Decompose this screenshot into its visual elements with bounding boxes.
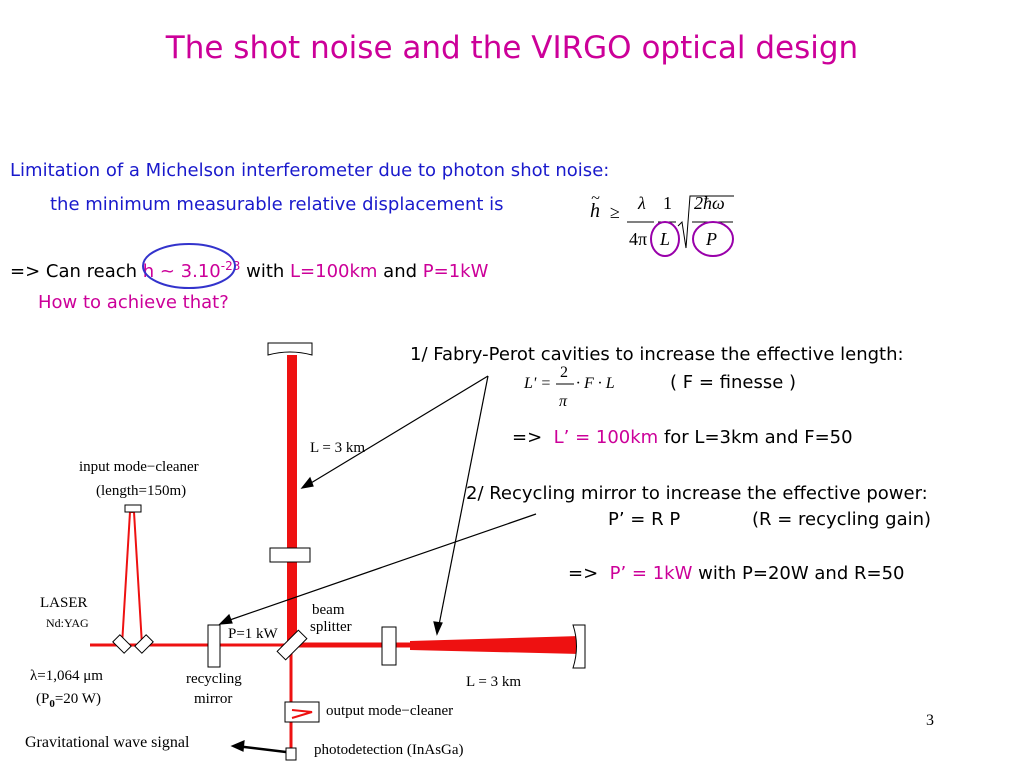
formula-num3: 2ħω — [694, 193, 725, 213]
north-end-mirror — [267, 342, 313, 356]
formula-h-lhs: h — [590, 200, 600, 223]
intro-line-2: the minimum measurable relative displace… — [50, 194, 504, 215]
point1-formula-lhs: L' = — [524, 375, 552, 392]
point1-heading: 1/ Fabry-Perot cavities to increase the … — [410, 344, 904, 365]
label-p0-sub: 0 — [49, 698, 55, 710]
optics — [112, 342, 586, 761]
formula-h-strokes — [142, 195, 734, 289]
point1-finesse: ( F = finesse ) — [670, 372, 797, 393]
label-beam-2: splitter — [310, 619, 352, 635]
label-p0-rest: =20 W) — [54, 691, 101, 707]
formula-den1: 4π — [629, 229, 648, 249]
reach-with: with — [240, 261, 291, 282]
north-input-mirror — [269, 547, 311, 563]
point1-result: => L’ = 100km for L=3km and F=50 — [512, 427, 853, 448]
beam-mode-cleaner — [121, 511, 143, 646]
label-gw-signal: Gravitational wave signal — [25, 734, 190, 751]
recycling-mirror — [207, 624, 221, 668]
point1-formula-num: 2 — [560, 364, 568, 381]
east-input-mirror — [381, 626, 397, 666]
page-number: 3 — [926, 712, 934, 729]
reach-L: L=100km — [290, 261, 378, 282]
beam-splitter — [276, 629, 308, 661]
slide-title: The shot noise and the VIRGO optical des… — [165, 30, 859, 66]
photodetector — [285, 747, 297, 761]
label-beam-1: beam — [312, 602, 345, 618]
label-recycling-1: recycling — [186, 671, 242, 687]
formula-num2: 1 — [663, 193, 672, 213]
label-wavelength: λ=1,064 μm — [30, 668, 103, 684]
reach-P: P=1kW — [422, 261, 489, 282]
mc-mirror-left — [112, 634, 132, 654]
point2-heading: 2/ Recycling mirror to increase the effe… — [466, 483, 928, 504]
omc-beam — [291, 709, 313, 719]
reach-h: h ~ 3.10 — [142, 261, 221, 282]
mc-end-mirror — [124, 504, 142, 513]
point2-relation: P’ = R P — [608, 509, 681, 530]
point2-result-rest: with P=20W and R=50 — [692, 563, 905, 584]
formula-h-tilde: ~ — [591, 190, 600, 207]
point2-arrow: => — [568, 563, 599, 584]
label-p0-open: (P — [36, 691, 50, 707]
formula-den2: L — [660, 229, 671, 249]
intro-line-1: Limitation of a Michelson interferometer… — [10, 160, 610, 181]
circle-L — [650, 221, 680, 257]
reach-and: and — [377, 261, 423, 282]
laser-beams — [90, 355, 580, 748]
label-laser: LASER — [40, 595, 88, 611]
label-laser-type: Nd:YAG — [46, 616, 89, 630]
point1-formula-rhs: · F · L — [576, 375, 615, 392]
label-p-1kw: P=1 kW — [228, 626, 278, 642]
reach-prefix: => Can reach — [10, 261, 143, 282]
point1-arrow: => — [512, 427, 543, 448]
label-p0: (P0=20 W) — [36, 691, 101, 710]
label-recycling-2: mirror — [194, 691, 233, 707]
beam-north-arm — [287, 355, 297, 645]
point2-result-highlight: P’ = 1kW — [609, 563, 693, 584]
point2-gain: (R = recycling gain) — [752, 509, 932, 530]
formula-h-letter: h — [590, 200, 600, 222]
label-photodetection: photodetection (InAsGa) — [314, 742, 464, 758]
point1-result-rest: for L=3km and F=50 — [658, 427, 853, 448]
mc-mirror-right — [134, 634, 154, 654]
point2-result: => P’ = 1kW with P=20W and R=50 — [568, 563, 904, 584]
annotation-arrows — [218, 375, 537, 754]
east-end-mirror — [572, 624, 586, 669]
question-text: How to achieve that? — [38, 292, 229, 313]
point1-result-highlight: L’ = 100km — [553, 427, 659, 448]
label-input-mc-2: (length=150m) — [96, 483, 187, 499]
formula-num1: λ — [638, 193, 646, 213]
point1-formula-den: π — [559, 393, 568, 410]
formula-den3: P — [706, 229, 717, 249]
label-arm-east: L = 3 km — [466, 674, 521, 690]
circle-h-value — [142, 243, 236, 289]
beam-east-arm — [410, 636, 580, 654]
formula-geq: ≥ — [610, 202, 620, 222]
circle-P — [692, 221, 734, 257]
label-output-mc: output mode−cleaner — [326, 703, 454, 719]
label-input-mc-1: input mode−cleaner — [79, 459, 199, 475]
label-arm-north: L = 3 km — [310, 440, 365, 456]
